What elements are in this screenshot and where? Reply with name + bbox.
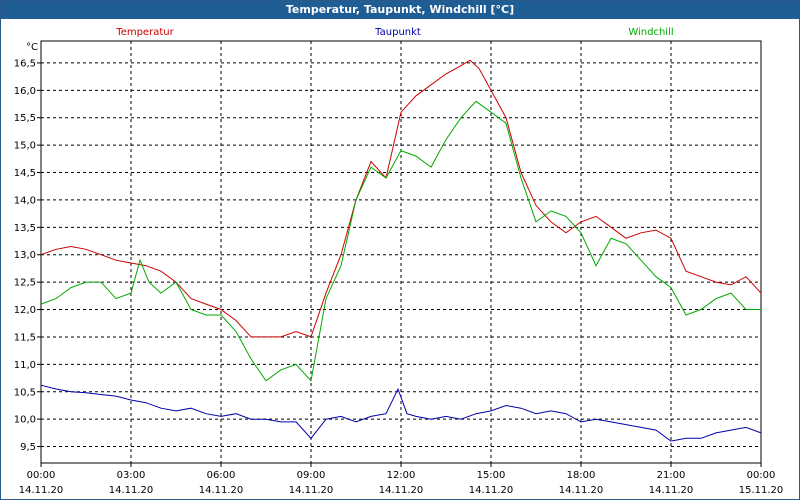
x-tick-time-label: 15:00 bbox=[477, 470, 506, 481]
x-tick-time-label: 03:00 bbox=[117, 470, 146, 481]
y-tick-label: 14,0 bbox=[14, 195, 36, 206]
series-lines bbox=[40, 59, 762, 442]
y-tick-label: 15,0 bbox=[14, 141, 36, 152]
y-tick-label: 9,5 bbox=[20, 442, 36, 453]
y-tick-label: 12,0 bbox=[14, 305, 36, 316]
legend-temperatur: Temperatur bbox=[115, 27, 174, 38]
legend-windchill: Windchill bbox=[628, 27, 673, 38]
y-tick-label: 11,5 bbox=[14, 332, 36, 343]
y-tick-label: 16,5 bbox=[14, 58, 36, 69]
x-axis-ticks: 00:00 14.11.20 03:00 14.11.20 06:00 14.11.20 0… bbox=[19, 463, 784, 496]
y-axis-unit-label: °C bbox=[26, 42, 38, 53]
y-tick-label: 13,0 bbox=[14, 250, 36, 261]
x-tick-time-label: 18:00 bbox=[567, 470, 596, 481]
x-tick-time-label: 09:00 bbox=[297, 470, 326, 481]
x-tick-time-label: 12:00 bbox=[387, 470, 416, 481]
y-tick-label: 13,5 bbox=[14, 223, 36, 234]
x-tick-date-label: 14.11.20 bbox=[469, 485, 514, 496]
x-tick-date-label: 14.11.20 bbox=[19, 485, 64, 496]
x-tick-date-label: 15.11.20 bbox=[739, 485, 784, 496]
y-tick-label: 15,5 bbox=[14, 113, 36, 124]
legend: Temperatur Taupunkt Windchill bbox=[115, 27, 673, 38]
y-axis-ticks: 9,5 10,0 10,5 11,0 11,5 12,0 12,5 13,0 13,5 14,0 1… bbox=[14, 58, 41, 453]
chart-title: Temperatur, Taupunkt, Windchill [°C] bbox=[1, 1, 799, 19]
x-tick-time-label: 00:00 bbox=[747, 470, 776, 481]
y-tick-label: 10,5 bbox=[14, 387, 36, 398]
legend-taupunkt: Taupunkt bbox=[374, 27, 421, 38]
x-tick-date-label: 14.11.20 bbox=[379, 485, 424, 496]
x-tick-time-label: 21:00 bbox=[657, 470, 686, 481]
x-tick-date-label: 14.11.20 bbox=[559, 485, 604, 496]
series-line-temperatur bbox=[40, 59, 762, 338]
y-tick-label: 16,0 bbox=[14, 86, 36, 97]
x-tick-time-label: 00:00 bbox=[27, 470, 56, 481]
y-tick-label: 12,5 bbox=[14, 278, 36, 289]
x-tick-date-label: 14.11.20 bbox=[109, 485, 154, 496]
y-tick-label: 10,0 bbox=[14, 415, 36, 426]
grid-lines bbox=[41, 41, 761, 463]
y-tick-label: 11,0 bbox=[14, 360, 36, 371]
x-tick-date-label: 14.11.20 bbox=[199, 485, 244, 496]
x-tick-time-label: 06:00 bbox=[207, 470, 236, 481]
x-tick-date-label: 14.11.20 bbox=[289, 485, 334, 496]
series-line-taupunkt bbox=[40, 384, 762, 442]
y-tick-label: 14,5 bbox=[14, 168, 36, 179]
series-line-windchill bbox=[40, 100, 761, 382]
x-tick-date-label: 14.11.20 bbox=[649, 485, 694, 496]
